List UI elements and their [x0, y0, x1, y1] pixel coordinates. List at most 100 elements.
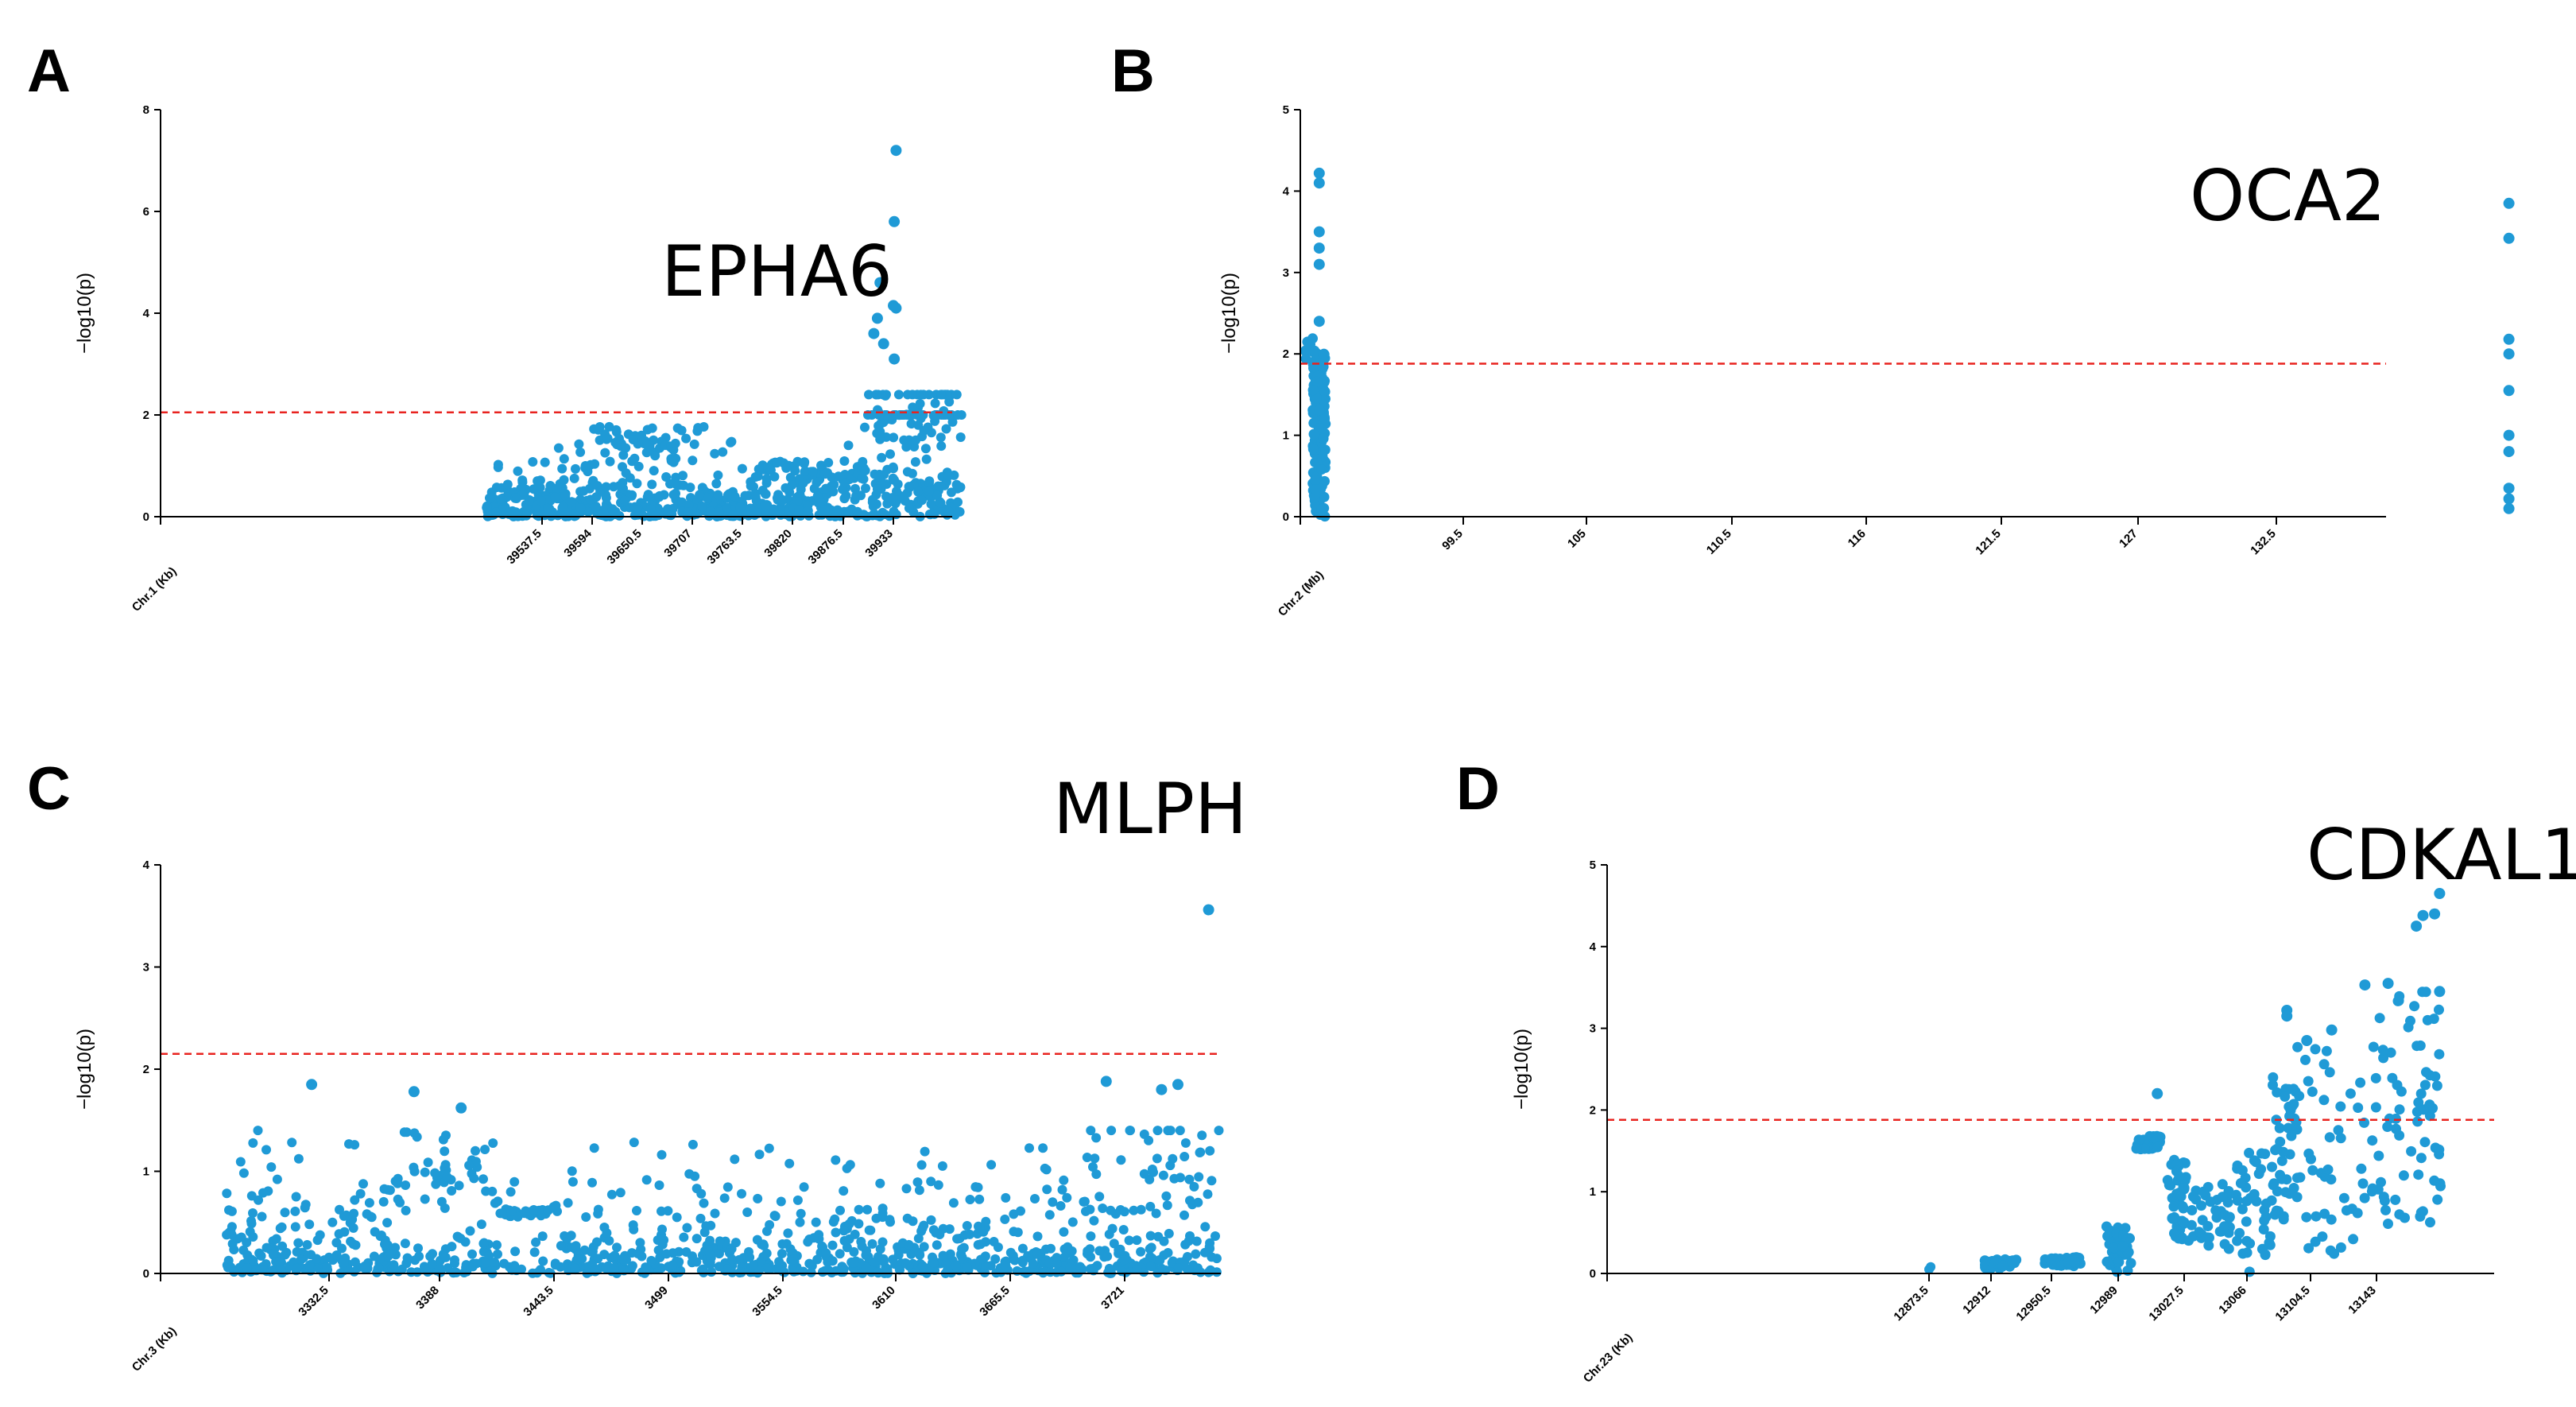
snp-point — [261, 1242, 272, 1253]
y-axis-label: −log10(p) — [74, 273, 95, 354]
snp-point — [1001, 1192, 1011, 1203]
snp-point — [1091, 1133, 1102, 1143]
y-tick-label: 2 — [143, 1063, 149, 1076]
snp-point — [917, 495, 927, 506]
snp-point — [615, 1188, 626, 1198]
snp-point — [374, 1263, 384, 1273]
snp-point — [1191, 1236, 1202, 1246]
snp-point — [2264, 1239, 2276, 1250]
snp-point — [2385, 1047, 2396, 1058]
snp-point — [1175, 1126, 1185, 1136]
snp-point — [2232, 1235, 2243, 1246]
snp-point — [625, 473, 635, 483]
snp-point — [257, 1265, 267, 1275]
snp-point — [2303, 1242, 2315, 1254]
snp-point — [556, 1262, 565, 1272]
snp-point — [871, 390, 881, 400]
snp-point — [1307, 444, 1319, 455]
snp-point — [559, 475, 569, 485]
snp-point — [710, 448, 720, 459]
snp-point — [1009, 1209, 1019, 1219]
snp-point — [875, 1178, 885, 1188]
y-tick-label: 8 — [143, 103, 149, 117]
snp-point — [619, 1255, 629, 1266]
snp-point — [951, 390, 962, 400]
x-tick-label: 13104.5 — [2272, 1284, 2312, 1324]
snp-point — [537, 496, 546, 506]
snp-point — [601, 482, 611, 492]
snp-point — [1309, 492, 1320, 503]
snp-point — [2270, 1145, 2281, 1156]
snp-point — [816, 460, 826, 471]
snp-point — [928, 1258, 939, 1268]
snp-point — [835, 1205, 845, 1215]
snp-point — [453, 1232, 463, 1242]
snp-point — [628, 435, 638, 444]
snp-point — [776, 1196, 786, 1207]
snp-point — [2303, 1076, 2314, 1087]
snp-point — [521, 510, 532, 521]
snp-point — [529, 484, 539, 494]
snp-point — [1059, 1244, 1070, 1254]
snp-point — [839, 494, 850, 504]
snp-point — [746, 481, 756, 491]
x-tick-label: 127 — [2117, 527, 2140, 551]
panel-a-axes: 0 2 4 6 8 39537.5 39594 39650.5 39707 39763.5 3982… — [74, 103, 952, 614]
snp-point — [409, 1166, 420, 1176]
snp-point — [790, 466, 800, 476]
snp-point — [750, 492, 761, 502]
snp-point — [2179, 1183, 2190, 1193]
snp-point — [657, 1224, 667, 1235]
snp-point — [412, 1267, 422, 1277]
snp-point — [2267, 1161, 2277, 1172]
snp-point — [936, 390, 946, 400]
panel-c-axes: 0 1 2 3 4 3332.5 3388 3443.5 3499 3554.5 3610 3665.… — [74, 859, 1221, 1374]
snp-point — [491, 483, 502, 493]
x-tick-label: 3610 — [870, 1284, 898, 1312]
snp-point — [2419, 1079, 2431, 1091]
snp-point — [2307, 1086, 2318, 1097]
snp-point — [703, 1244, 713, 1254]
panel-b-points — [1300, 167, 2515, 522]
snp-point — [877, 1208, 888, 1219]
snp-point — [399, 1127, 409, 1138]
snp-point — [914, 1247, 924, 1258]
snp-point — [878, 1257, 889, 1267]
snp-point — [509, 1261, 520, 1271]
panel-label-c: C — [27, 755, 71, 823]
snp-point — [2251, 1196, 2262, 1207]
snp-point — [819, 505, 830, 515]
snp-point — [913, 486, 924, 497]
snp-point — [1319, 413, 1331, 424]
snp-point — [1147, 1165, 1157, 1174]
snp-point — [335, 1204, 344, 1215]
snp-point — [2245, 1238, 2256, 1249]
snp-point — [2503, 385, 2515, 397]
snp-point — [612, 1242, 622, 1253]
snp-point — [806, 1267, 816, 1277]
snp-point — [300, 1200, 311, 1210]
snp-point — [574, 439, 584, 449]
snp-point — [904, 1239, 914, 1250]
snp-point — [628, 1220, 638, 1231]
snp-point — [2384, 1113, 2395, 1124]
snp-point — [1067, 1217, 1078, 1227]
snp-point — [867, 510, 877, 521]
snp-point — [821, 483, 831, 494]
snp-point — [1136, 1204, 1146, 1215]
snp-point — [304, 1219, 315, 1230]
snp-point — [2168, 1201, 2179, 1212]
snp-point — [455, 1102, 467, 1114]
snp-point — [465, 1226, 475, 1236]
y-tick-label: 4 — [1590, 940, 1597, 954]
snp-point — [679, 1232, 689, 1242]
y-axis-label: −log10(p) — [1218, 273, 1240, 354]
snp-point — [2292, 1041, 2303, 1052]
snp-point — [1152, 1153, 1162, 1164]
snp-point — [1203, 904, 1214, 916]
snp-point — [611, 424, 622, 435]
snp-point — [691, 1234, 702, 1244]
snp-point — [312, 1235, 323, 1246]
snp-point — [449, 1267, 459, 1277]
snp-point — [408, 1086, 420, 1098]
